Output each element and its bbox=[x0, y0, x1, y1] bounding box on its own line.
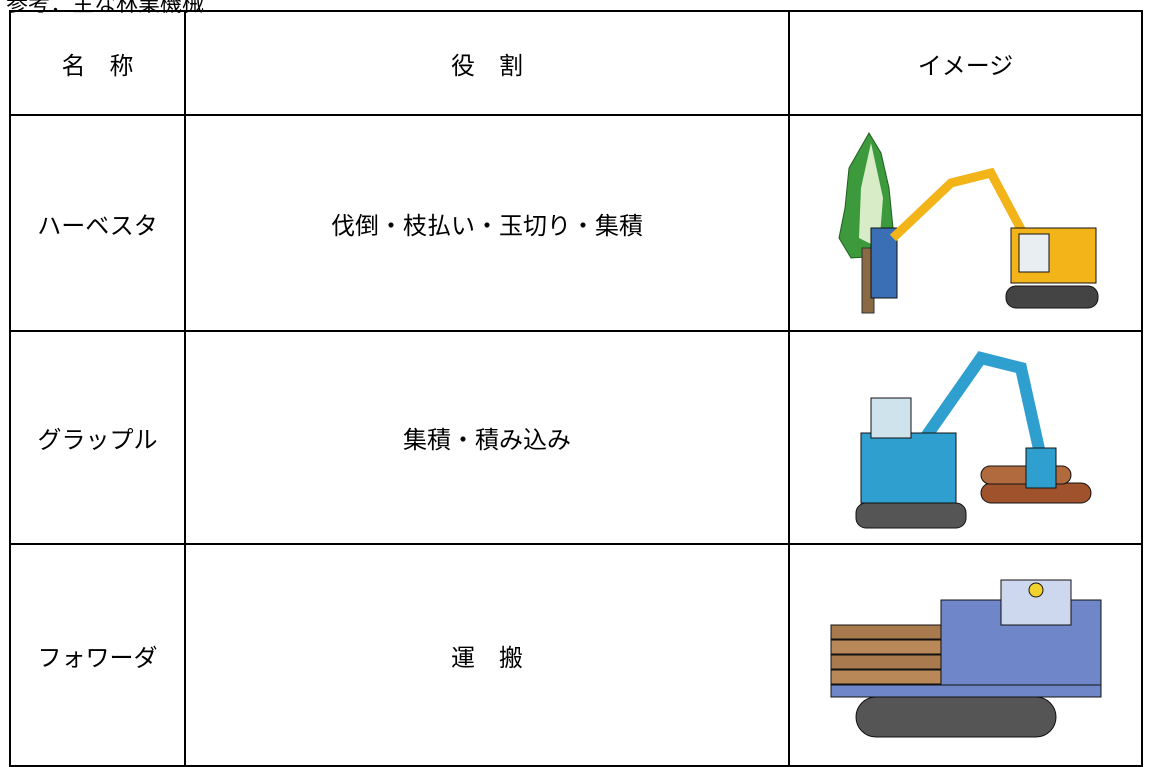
header-cell: 名 称 bbox=[9, 10, 186, 116]
row: ハーベスタ 伐倒・枝払い・玉切り・集積 bbox=[9, 114, 1143, 332]
image-cell bbox=[788, 330, 1143, 545]
machine-name: ハーベスタ bbox=[9, 114, 186, 332]
row: グラップル 集積・積み込み bbox=[9, 330, 1143, 545]
machine-role: 集積・積み込み bbox=[184, 330, 790, 545]
machine-table: 名 称 役 割 イメージ ハーベスタ 伐倒・枝払い・玉切り・集積 グラップル 集… bbox=[9, 10, 1143, 767]
machine-role: 運 搬 bbox=[184, 543, 790, 767]
header-row: 名 称 役 割 イメージ bbox=[9, 10, 1143, 116]
harvester-image bbox=[837, 132, 1098, 314]
grapple-image bbox=[855, 350, 1091, 528]
row: フォワーダ 運 搬 bbox=[9, 543, 1143, 767]
image-cell bbox=[788, 543, 1143, 767]
image-cell bbox=[788, 114, 1143, 332]
machine-name: フォワーダ bbox=[9, 543, 186, 767]
forwarder-image bbox=[830, 579, 1101, 738]
machine-name: グラップル bbox=[9, 330, 186, 545]
machine-role: 伐倒・枝払い・玉切り・集積 bbox=[184, 114, 790, 332]
header-cell: 役 割 bbox=[184, 10, 790, 116]
header-cell: イメージ bbox=[788, 10, 1143, 116]
